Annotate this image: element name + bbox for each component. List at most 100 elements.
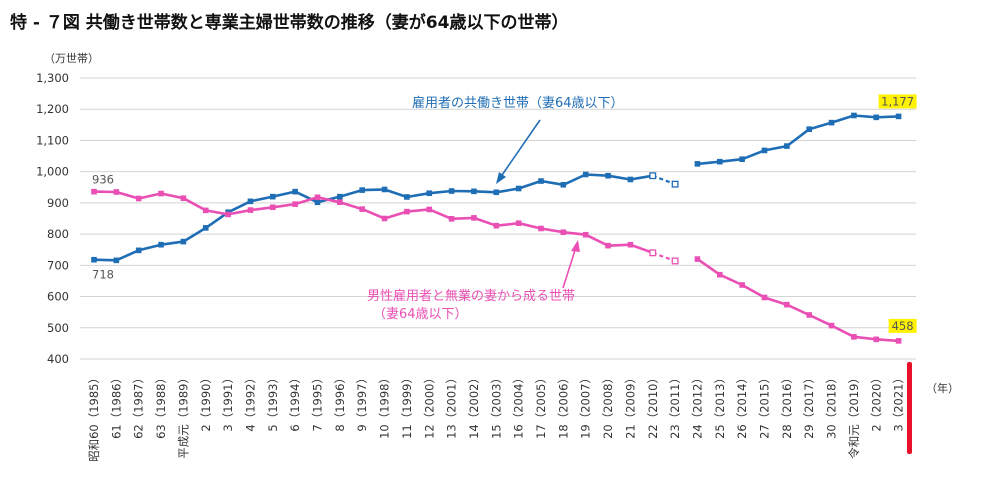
data-point [515,185,522,192]
data-point [471,188,477,195]
data-point [270,204,276,211]
data-point [493,189,500,196]
data-label: 718 [92,268,114,282]
data-point [202,207,209,214]
annotation-arrow [499,119,541,179]
y-tick-label: 400 [47,352,69,366]
series-dash-2 [652,251,676,262]
data-point [560,229,567,236]
data-point [582,171,589,178]
data-point [314,199,321,206]
x-tick-label: 7（1995） [311,372,325,432]
data-point [381,215,388,222]
x-tick-label: 62（1987） [132,372,146,439]
x-tick-label: 21（2009） [623,372,637,439]
data-point [694,161,701,167]
data-point [135,247,142,254]
data-point [292,188,298,195]
data-point [739,156,745,162]
data-point [671,257,679,265]
data-point [605,172,611,179]
data-point [828,322,835,329]
data-point [270,193,276,200]
data-point [895,338,902,344]
data-point [627,176,634,183]
x-tick-label: 26（2014） [735,372,749,439]
x-tick-label: 61（1986） [109,372,123,439]
data-point [158,190,164,197]
data-point [806,312,812,318]
x-tick-label: 63（1988） [154,372,168,439]
data-point [404,208,410,215]
series-annotation-single-earner: 男性雇用者と無業の妻から成る世帯 [367,288,575,304]
series-line-1 [697,114,899,166]
y-tick-label: 1,300 [36,71,69,85]
data-point [471,215,477,221]
data-label: 458 [892,319,914,333]
x-tick-label: 24（2012） [690,372,704,439]
data-point [404,194,410,200]
data-point [784,143,790,149]
data-point [649,249,657,257]
data-point [337,199,343,206]
data-point [426,190,433,197]
x-tick-label: 14（2002） [467,372,481,439]
x-tick-label: 11（1999） [400,372,414,439]
x-tick-label: 29（2017） [802,372,816,439]
data-point [135,195,142,202]
data-label: 1,177 [881,94,914,108]
y-axis-unit: （万世帯） [44,52,99,65]
data-point [314,194,321,201]
data-point [873,114,880,121]
data-point [873,336,880,343]
x-tick-label: 昭和60（1985） [87,372,101,462]
data-point [784,301,790,308]
data-point [247,207,254,213]
data-point [851,112,857,119]
x-tick-label: 23（2011） [668,372,682,439]
data-point [359,206,365,212]
y-tick-label: 500 [47,321,69,335]
data-point [180,238,187,245]
y-tick-label: 600 [47,290,69,304]
x-axis-unit: （年） [926,381,959,395]
data-point [717,158,723,165]
series-annotation-working-couples: 雇用者の共働き世帯（妻64歳以下） [412,95,624,111]
data-point [649,172,657,180]
annotation-arrow-head [496,172,506,184]
annotation-arrow-head [571,240,580,252]
data-point [851,334,857,340]
chart-title: 特 - ７図 共働き世帯数と専業主婦世帯数の推移（妻が64歳以下の世帯） [10,13,569,33]
data-point [337,193,343,200]
data-point [91,256,97,263]
x-tick-label: 12（2000） [422,372,436,439]
y-tick-label: 1,000 [36,165,69,179]
data-point [671,180,679,188]
x-tick-label: 3（1991） [221,372,235,432]
x-tick-label: 16（2004） [512,372,526,439]
data-label: 936 [92,173,114,187]
series-line-2 [93,190,654,255]
data-point [739,282,745,288]
x-tick-label: 27（2015） [758,372,772,439]
data-label-highlight [888,318,917,333]
series-line-2 [696,258,899,343]
data-point [113,257,120,264]
y-tick-label: 1,200 [36,102,69,116]
data-point [605,242,611,249]
x-tick-label: 平成元（1989） [176,372,190,459]
data-point [448,216,455,222]
series-dash-1 [652,174,676,186]
x-tick-label: 6（1994） [288,372,302,432]
data-point [448,188,455,194]
x-tick-label: 18（2006） [556,372,570,439]
x-tick-label: 3（2021） [892,372,906,432]
x-tick-label: 19（2007） [579,372,593,439]
data-point [717,271,723,278]
annotation-arrow [562,246,577,289]
data-point [627,241,634,248]
data-point [806,126,812,133]
data-point [202,225,209,231]
y-tick-label: 800 [47,227,69,241]
